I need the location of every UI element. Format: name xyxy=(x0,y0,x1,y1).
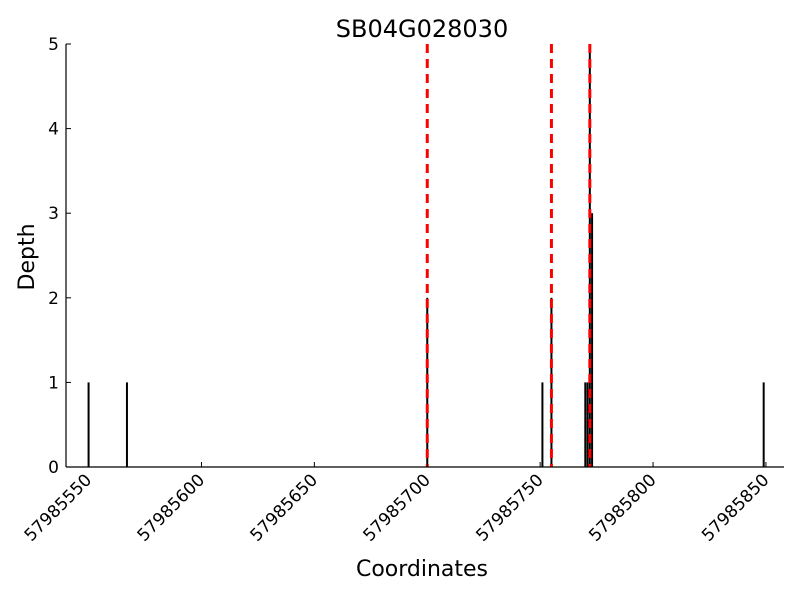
x-tick-label: 57985750 xyxy=(472,470,547,545)
depth-bar xyxy=(591,213,594,467)
depth-bar xyxy=(125,382,128,467)
x-tick-label: 57985550 xyxy=(21,470,96,545)
y-tick-label: 5 xyxy=(48,35,59,55)
y-ticks-layer: 0 1 2 3 4 5 xyxy=(48,35,71,478)
x-ticks-layer: 57985550 57985600 57985650 57985700 57985750… xyxy=(21,462,773,546)
marker-lines-layer xyxy=(425,44,592,467)
depth-bar xyxy=(541,382,544,467)
x-tick-label: 57985650 xyxy=(247,470,322,545)
x-tick-label: 57985600 xyxy=(134,470,209,545)
chart-title: SB04G028030 xyxy=(336,15,508,43)
y-tick-label: 4 xyxy=(48,120,59,140)
depth-bar xyxy=(586,382,589,467)
depth-bar xyxy=(87,382,90,467)
x-tick-label: 57985800 xyxy=(585,470,660,545)
y-tick-label: 1 xyxy=(48,373,59,393)
depth-bar xyxy=(762,382,765,467)
y-tick-label: 0 xyxy=(48,458,59,478)
depth-bar xyxy=(584,382,587,467)
y-tick-label: 3 xyxy=(48,204,59,224)
axes-layer xyxy=(65,44,784,468)
x-axis-label: Coordinates xyxy=(356,557,488,582)
x-tick-label: 57985850 xyxy=(698,470,773,545)
x-tick-label: 57985700 xyxy=(359,470,434,545)
y-axis-label: Depth xyxy=(15,223,40,290)
y-tick-label: 2 xyxy=(48,289,59,309)
